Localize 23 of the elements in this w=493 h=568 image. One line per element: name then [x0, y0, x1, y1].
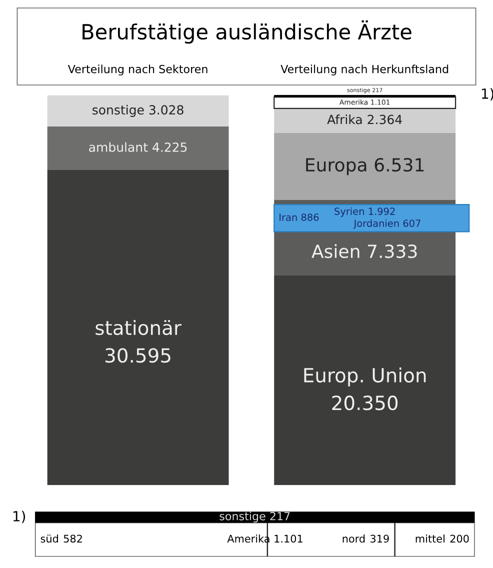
annotation: Syrien 1.992: [334, 207, 395, 217]
data-label: 30.595: [106, 348, 170, 363]
series-label: nord: [342, 534, 365, 543]
text: ambulant 4.225: [89, 142, 187, 152]
text: Europa 6.531: [306, 158, 424, 176]
series-label: mittel: [416, 534, 444, 543]
x-tick-label: Verteilung nach Sektoren: [68, 64, 208, 76]
text: Asien 7.333: [312, 244, 417, 258]
series-label: stationär: [96, 320, 182, 336]
data-label: 200: [450, 534, 469, 543]
data-label: 319: [370, 534, 389, 543]
x-tick-label: Verteilung nach Herkunftsland: [280, 64, 448, 76]
annotation: Jordanien 607: [353, 219, 420, 229]
data-label: 582: [64, 534, 82, 543]
text: sonstige 217: [220, 512, 290, 522]
series-label: süd: [40, 534, 58, 543]
chart-title: Berufstätige ausländische Ärzte: [82, 20, 412, 44]
text: 1): [13, 510, 26, 524]
series-label: Europ. Union: [304, 368, 426, 386]
text: Afrika 2.364: [327, 114, 402, 124]
text: sonstige 3.028: [92, 104, 184, 117]
annotation: Iran 886: [280, 214, 319, 221]
data-label: 20.350: [332, 396, 398, 410]
